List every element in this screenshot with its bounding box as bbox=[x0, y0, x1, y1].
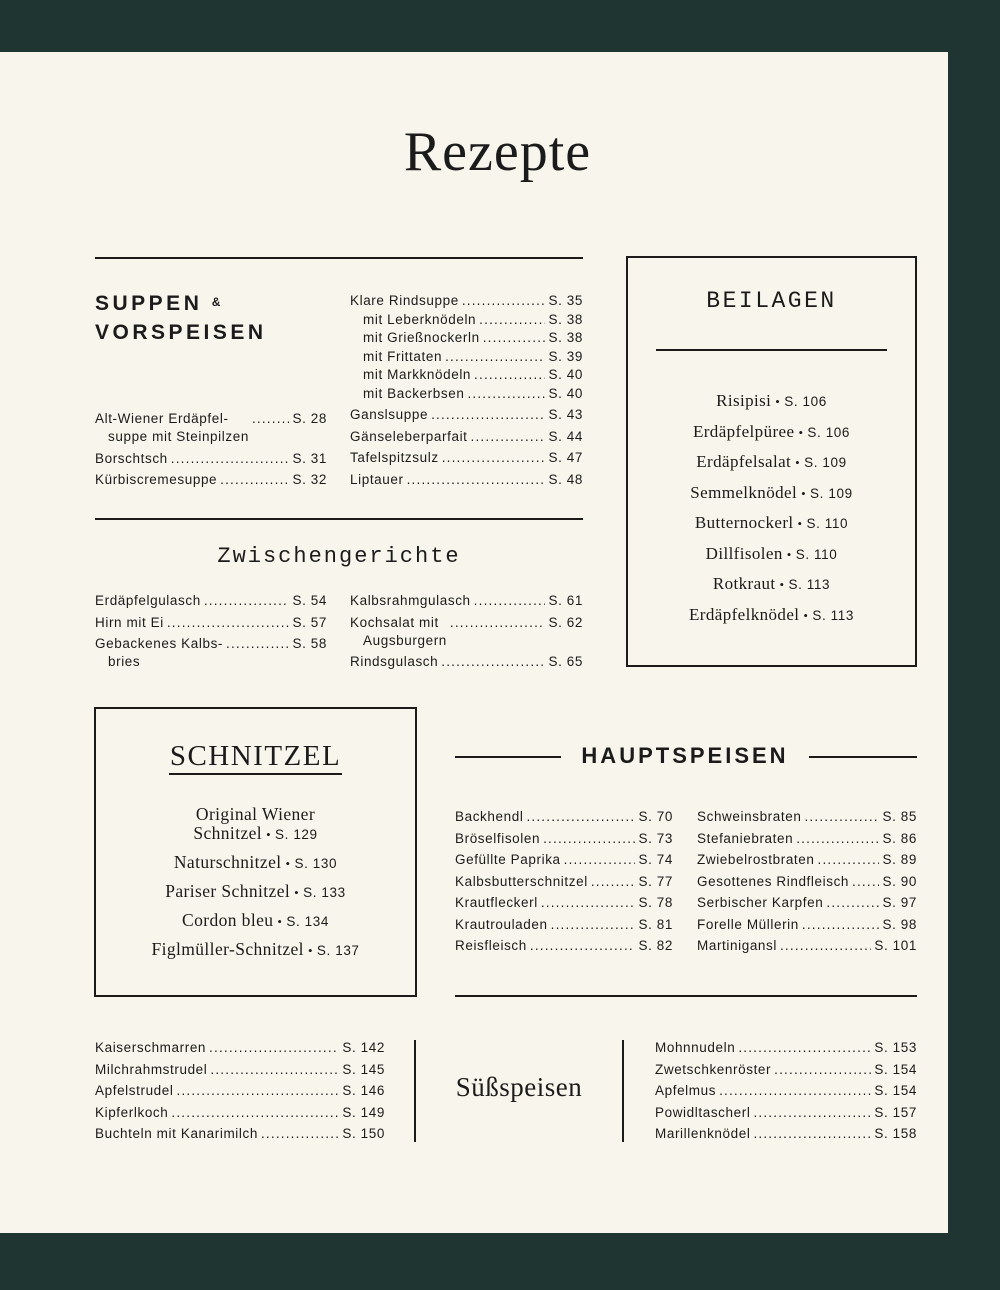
recipe-entry[interactable]: Gefüllte PaprikaS. 74 bbox=[455, 851, 673, 869]
recipe-entry[interactable]: Serbischer KarpfenS. 97 bbox=[697, 894, 917, 912]
recipe-entry[interactable]: Erdäpfelknödel • S. 113 bbox=[689, 604, 854, 624]
recipe-entry[interactable]: ZwiebelrostbratenS. 89 bbox=[697, 851, 917, 869]
recipe-entry[interactable]: MartiniganslS. 101 bbox=[697, 937, 917, 955]
recipe-entry[interactable]: Erdäpfelpüree • S. 106 bbox=[692, 421, 851, 441]
divider bbox=[455, 756, 561, 758]
zwischen-right-list: KalbsrahmgulaschS. 61 Kochsalat mitAugsb… bbox=[350, 592, 583, 675]
vertical-divider bbox=[622, 1040, 624, 1142]
recipe-entry[interactable]: TafelspitzsulzS. 47 bbox=[350, 449, 583, 467]
suppen-right-list: Klare RindsuppeS. 35 mit LeberknödelnS. … bbox=[350, 292, 583, 492]
divider bbox=[95, 518, 583, 520]
recipe-entry[interactable]: MilchrahmstrudelS. 145 bbox=[95, 1061, 385, 1079]
beilagen-box: BEILAGEN Risipisi • S. 106 Erdäpfelpüree • S… bbox=[626, 256, 917, 667]
recipe-entry[interactable]: ZwetschkenrösterS. 154 bbox=[655, 1061, 917, 1079]
recipe-entry[interactable]: Gebackenes Kalbs-bries S. 58 bbox=[95, 635, 327, 671]
recipe-entry[interactable]: Forelle MüllerinS. 98 bbox=[697, 916, 917, 934]
recipe-entry[interactable]: Alt-Wiener Erdäpfel-suppe mit Steinpilze… bbox=[95, 410, 327, 446]
recipe-entry[interactable]: KrautfleckerlS. 78 bbox=[455, 894, 673, 912]
recipe-entry[interactable]: BröselfisolenS. 73 bbox=[455, 830, 673, 848]
zwischen-left-list: ErdäpfelgulaschS. 54 Hirn mit EiS. 57 Ge… bbox=[95, 592, 327, 675]
divider bbox=[455, 995, 917, 997]
recipe-entry[interactable]: MarillenknödelS. 158 bbox=[655, 1125, 917, 1143]
section-heading-beilagen: BEILAGEN bbox=[706, 288, 837, 314]
recipe-entry[interactable]: Gesottenes RindfleischS. 90 bbox=[697, 873, 917, 891]
recipe-entry[interactable]: KalbsbutterschnitzelS. 77 bbox=[455, 873, 673, 891]
schnitzel-box: SCHNITZEL Original Wiener Schnitzel • S. 12… bbox=[94, 707, 417, 997]
haupt-left-list: BackhendlS. 70 BröselfisolenS. 73 Gefüll… bbox=[455, 808, 673, 959]
recipe-entry[interactable]: Buchteln mit KanarimilchS. 150 bbox=[95, 1125, 385, 1143]
recipe-entry[interactable]: Rotkraut • S. 113 bbox=[712, 574, 831, 593]
recipe-entry[interactable]: SchweinsbratenS. 85 bbox=[697, 808, 917, 826]
recipe-entry[interactable]: ErdäpfelgulaschS. 54 bbox=[95, 592, 327, 610]
recipe-entry[interactable]: Cordon bleu • S. 134 bbox=[182, 910, 329, 930]
divider bbox=[656, 349, 887, 351]
section-heading-schnitzel: SCHNITZEL bbox=[168, 739, 343, 775]
recipe-entry[interactable]: GanslsuppeS. 43 bbox=[350, 406, 583, 424]
recipe-entry[interactable]: GänseleberparfaitS. 44 bbox=[350, 428, 583, 446]
divider bbox=[809, 756, 917, 758]
recipe-entry[interactable]: Klare RindsuppeS. 35 bbox=[350, 292, 583, 310]
section-heading-zwischengerichte: Zwischengerichte bbox=[217, 544, 461, 569]
recipe-entry[interactable]: ReisfleischS. 82 bbox=[455, 937, 673, 955]
recipe-entry[interactable]: RindsgulaschS. 65 bbox=[350, 653, 583, 671]
recipe-entry[interactable]: BackhendlS. 70 bbox=[455, 808, 673, 826]
suppen-left-list: Alt-Wiener Erdäpfel-suppe mit Steinpilze… bbox=[95, 410, 327, 493]
recipe-entry[interactable]: Pariser Schnitzel • S. 133 bbox=[165, 881, 346, 901]
recipe-entry[interactable]: BorschtschS. 31 bbox=[95, 450, 327, 468]
suess-right-list: MohnnudelnS. 153 ZwetschkenrösterS. 154 … bbox=[655, 1039, 917, 1147]
recipe-entry[interactable]: KalbsrahmgulaschS. 61 bbox=[350, 592, 583, 610]
recipe-entry[interactable]: StefaniebratenS. 86 bbox=[697, 830, 917, 848]
recipe-entry[interactable]: KaiserschmarrenS. 142 bbox=[95, 1039, 385, 1057]
recipe-entry[interactable]: mit GrießnockerlnS. 38 bbox=[350, 329, 583, 347]
recipe-entry[interactable]: Hirn mit EiS. 57 bbox=[95, 614, 327, 632]
menu-page: Rezepte SUPPEN & VORSPEISEN Alt-Wiener E… bbox=[0, 52, 948, 1233]
recipe-entry[interactable]: ApfelmusS. 154 bbox=[655, 1082, 917, 1100]
recipe-entry[interactable]: mit MarkknödelnS. 40 bbox=[350, 366, 583, 384]
vertical-divider bbox=[414, 1040, 416, 1142]
recipe-entry[interactable]: mit FrittatenS. 39 bbox=[350, 348, 583, 366]
recipe-entry[interactable]: ApfelstrudelS. 146 bbox=[95, 1082, 385, 1100]
suess-left-list: KaiserschmarrenS. 142 MilchrahmstrudelS.… bbox=[95, 1039, 385, 1147]
haupt-right-list: SchweinsbratenS. 85 StefaniebratenS. 86 … bbox=[697, 808, 917, 959]
recipe-entry[interactable]: Erdäpfelsalat • S. 109 bbox=[696, 452, 847, 471]
recipe-entry[interactable]: KürbiscremesuppeS. 32 bbox=[95, 471, 327, 489]
section-heading-hauptspeisen: HAUPTSPEISEN bbox=[581, 743, 789, 768]
recipe-entry[interactable]: LiptauerS. 48 bbox=[350, 471, 583, 489]
recipe-entry[interactable]: Semmelknödel • S. 109 bbox=[690, 482, 853, 502]
recipe-entry[interactable]: mit BackerbsenS. 40 bbox=[350, 385, 583, 403]
recipe-entry[interactable]: KrautrouladenS. 81 bbox=[455, 916, 673, 934]
recipe-entry[interactable]: Risipisi • S. 106 bbox=[716, 391, 827, 410]
beilagen-list: Risipisi • S. 106 Erdäpfelpüree • S. 106 Erd… bbox=[628, 391, 915, 635]
recipe-entry[interactable]: Butternockerl • S. 110 bbox=[694, 513, 849, 532]
recipe-entry[interactable]: Naturschnitzel • S. 130 bbox=[173, 852, 338, 872]
divider bbox=[95, 257, 583, 259]
recipe-entry[interactable]: Dillfisolen • S. 110 bbox=[705, 543, 838, 563]
recipe-entry[interactable]: mit LeberknödelnS. 38 bbox=[350, 311, 583, 329]
recipe-entry[interactable]: KipferlkochS. 149 bbox=[95, 1104, 385, 1122]
recipe-entry[interactable]: MohnnudelnS. 153 bbox=[655, 1039, 917, 1057]
recipe-entry[interactable]: PowidltascherlS. 157 bbox=[655, 1104, 917, 1122]
section-heading-suessspeisen: Süßspeisen bbox=[455, 1072, 583, 1102]
recipe-entry[interactable]: Figlmüller-Schnitzel • S. 137 bbox=[151, 939, 360, 959]
section-heading-suppen: SUPPEN & VORSPEISEN bbox=[95, 292, 267, 344]
page-title: Rezepte bbox=[403, 121, 592, 183]
recipe-entry[interactable]: Original Wiener Schnitzel • S. 129 bbox=[193, 804, 318, 843]
schnitzel-list: Original Wiener Schnitzel • S. 129 Natursch… bbox=[96, 805, 415, 969]
